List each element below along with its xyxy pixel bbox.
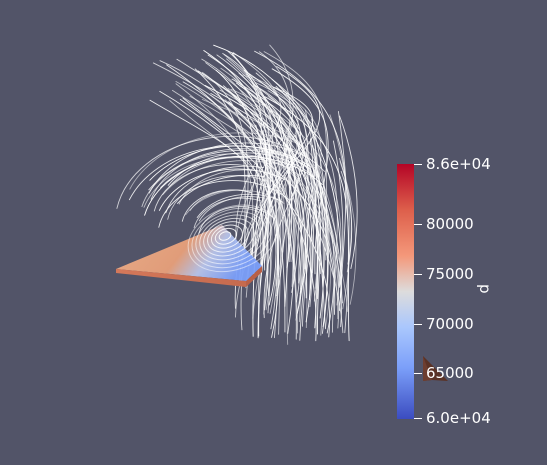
colorbar-label-min: 6.0e+04: [426, 410, 491, 426]
colorbar-label: 65000: [426, 365, 474, 381]
colorbar-label-max: 8.6e+04: [426, 156, 491, 172]
colorbar-label: 75000: [426, 266, 474, 282]
colorbar-tick: [414, 418, 422, 419]
colorbar-tick: [414, 164, 422, 165]
colorbar-tick: [414, 274, 422, 275]
colorbar-label: 70000: [426, 316, 474, 332]
streamlines: [117, 45, 357, 344]
colorbar-tick: [414, 324, 422, 325]
colorbar-tick: [414, 373, 422, 374]
colorbar-label: 80000: [426, 216, 474, 232]
colorbar-title: p: [476, 284, 494, 294]
colorbar-gradient: [397, 164, 414, 419]
streamline: [154, 165, 245, 211]
colorbar-tick: [414, 224, 422, 225]
